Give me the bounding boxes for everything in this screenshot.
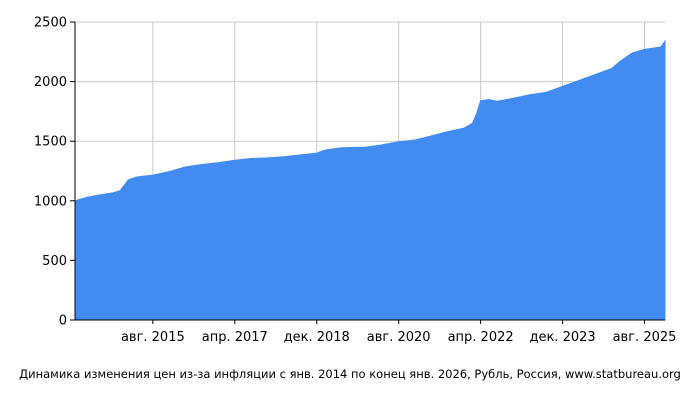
x-tick-label: апр. 2022 bbox=[448, 330, 514, 345]
y-tick-label: 1000 bbox=[34, 194, 67, 209]
chart-caption: Динамика изменения цен из-за инфляции с … bbox=[19, 367, 681, 381]
y-tick-label: 2000 bbox=[34, 75, 67, 90]
x-tick-label: авг. 2025 bbox=[613, 330, 677, 345]
x-tick-label: дек. 2023 bbox=[529, 330, 595, 345]
y-tick-label: 500 bbox=[42, 254, 67, 269]
y-tick-label: 0 bbox=[59, 314, 67, 329]
area-series bbox=[74, 39, 666, 321]
y-tick-label: 1500 bbox=[34, 135, 67, 150]
x-tick-label: апр. 2017 bbox=[202, 330, 268, 345]
tick-labels: 0 500 1000 1500 2000 2500 авг. 2015 апр. 2017 де… bbox=[34, 16, 677, 346]
x-tick-label: авг. 2015 bbox=[121, 330, 185, 345]
y-tick-label: 2500 bbox=[34, 16, 67, 31]
axes bbox=[70, 21, 665, 324]
x-tick-label: авг. 2020 bbox=[367, 330, 431, 345]
inflation-area-chart: 0 500 1000 1500 2000 2500 авг. 2015 апр. 2017 де… bbox=[34, 16, 677, 346]
x-tick-label: дек. 2018 bbox=[284, 330, 350, 345]
area-fill bbox=[74, 39, 666, 321]
